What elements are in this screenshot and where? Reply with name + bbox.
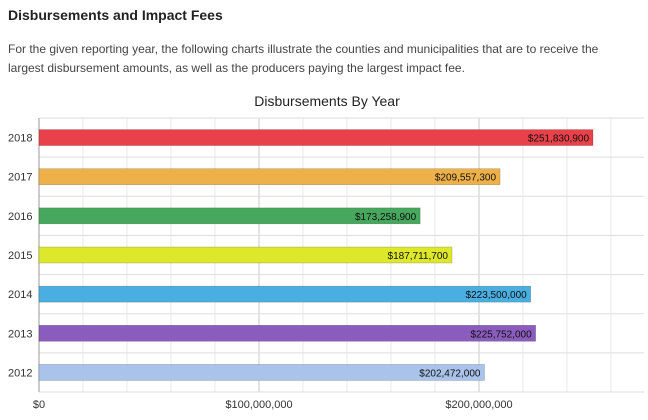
bar-2016[interactable] [38, 207, 421, 225]
y-tick-label: 2018 [8, 133, 32, 145]
bar-value-label: $202,472,000 [419, 368, 481, 379]
x-tick-label: $0 [33, 399, 45, 411]
bar-2014[interactable] [38, 285, 532, 303]
y-tick-label: 2012 [8, 367, 32, 379]
bar-2015[interactable] [38, 246, 453, 264]
bar-2018[interactable] [38, 129, 594, 146]
chart-labels: 2018 $251,830,900 2017 $209,557,300 2016 $173… [8, 133, 589, 411]
bar-value-label: $225,752,000 [470, 329, 532, 340]
y-tick-label: 2014 [8, 289, 32, 301]
bar-2013[interactable] [38, 324, 536, 342]
y-tick-label: 2017 [8, 172, 32, 184]
bar-value-label: $173,258,900 [355, 212, 417, 223]
y-tick-label: 2016 [8, 211, 32, 223]
chart-title: Disbursements By Year [254, 93, 400, 109]
y-tick-label: 2015 [8, 250, 32, 262]
bar-value-label: $223,500,000 [466, 290, 528, 301]
bar-2017[interactable] [38, 168, 501, 186]
bar-2012[interactable] [38, 364, 485, 381]
intro-paragraph: For the given reporting year, the follow… [8, 42, 599, 75]
y-tick-label: 2013 [8, 328, 32, 340]
chart-bars [38, 129, 594, 381]
page-heading: Disbursements and Impact Fees [8, 7, 223, 23]
x-tick-label: $200,000,000 [445, 399, 512, 411]
bar-value-label: $251,830,900 [528, 134, 590, 145]
bar-value-label: $187,711,700 [388, 251, 449, 262]
x-tick-label: $100,000,000 [225, 399, 292, 411]
bar-value-label: $209,557,300 [435, 173, 497, 184]
